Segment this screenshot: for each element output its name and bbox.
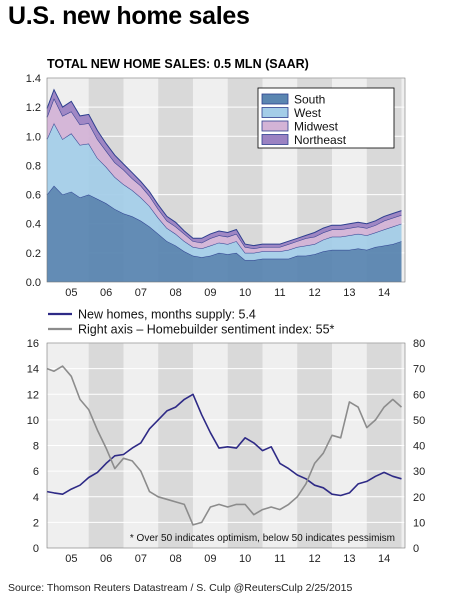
bottom-right-y-tick-label: 60 (413, 389, 425, 401)
bottom-right-y-tick-label: 40 (413, 441, 425, 453)
top-x-tick-label: 13 (343, 287, 355, 299)
bottom-x-tick-label: 07 (135, 553, 147, 565)
legend-label-midwest: Midwest (294, 120, 339, 134)
months-supply-line (46, 393, 402, 497)
area-south (47, 185, 402, 282)
bottom-right-y-tick-label: 30 (413, 466, 425, 478)
bottom-x-tick-label: 09 (204, 553, 216, 565)
bottom-right-y-tick-label: 80 (413, 338, 425, 350)
bottom-left-y-tick-label: 10 (27, 415, 39, 427)
top-x-tick-label: 06 (100, 287, 112, 299)
top-x-tick-label: 09 (204, 287, 216, 299)
bottom-left-y-tick-label: 16 (27, 338, 39, 350)
bottom-x-tick-label: 10 (239, 553, 251, 565)
bottom-right-y-tick-label: 0 (413, 543, 419, 555)
bottom-x-tick-label: 14 (378, 553, 390, 565)
bottom-right-y-tick-label: 70 (413, 364, 425, 376)
top-y-tick-label: 0.8 (26, 160, 41, 172)
top-y-tick-label: 0.2 (26, 248, 41, 260)
top-plot-frame (46, 77, 406, 283)
top-y-tick-label: 0.4 (26, 219, 41, 231)
bottom-left-y-tick-label: 0 (33, 543, 39, 555)
sentiment-annotation: * Over 50 indicates optimism, below 50 i… (130, 533, 395, 544)
area-midwest (47, 98, 402, 253)
bottom-plot-frame (46, 342, 406, 549)
chart-title: TOTAL NEW HOME SALES: 0.5 MLN (SAAR) (47, 57, 309, 71)
bottom-x-tick-label: 12 (309, 553, 321, 565)
top-x-tick-label: 11 (274, 287, 285, 299)
bottom-left-y-tick-label: 4 (33, 492, 39, 504)
bottom-left-y-tick-label: 12 (27, 389, 39, 401)
legend-label-sentiment: Right axis – Homebuilder sentiment index… (78, 323, 335, 337)
bottom-left-y-tick-label: 14 (27, 364, 39, 376)
top-y-tick-label: 0.6 (26, 190, 41, 202)
bottom-x-tick-label: 13 (343, 553, 355, 565)
bottom-right-y-tick-label: 10 (413, 517, 425, 529)
legend-label-northeast: Northeast (294, 133, 347, 147)
bottom-right-y-tick-label: 50 (413, 415, 425, 427)
legend-label-south: South (294, 93, 325, 107)
top-y-tick-label: 1.2 (26, 102, 41, 114)
top-x-tick-label: 05 (65, 287, 77, 299)
top-x-tick-label: 08 (169, 287, 181, 299)
area-edge-northeast (46, 88, 402, 247)
top-x-tick-label: 12 (309, 287, 321, 299)
legend-swatch-northeast (261, 134, 289, 145)
bottom-left-y-tick-label: 8 (33, 441, 39, 453)
legend-swatch-midwest (261, 120, 289, 132)
top-x-tick-label: 14 (378, 287, 390, 299)
source-note: Source: Thomson Reuters Datastream / S. … (8, 582, 353, 594)
top-y-tick-label: 1.0 (26, 131, 41, 143)
top-x-tick-label: 10 (239, 287, 251, 299)
bottom-left-y-tick-label: 6 (33, 466, 39, 478)
area-west (47, 123, 402, 261)
legend-label-west: West (294, 106, 322, 120)
bottom-x-tick-label: 05 (65, 553, 77, 565)
bottom-left-y-tick-label: 2 (33, 517, 39, 529)
top-y-tick-label: 1.4 (26, 73, 41, 85)
page-title: U.S. new home sales (8, 2, 250, 30)
bottom-x-tick-label: 11 (274, 553, 285, 565)
sentiment-index-line (46, 365, 403, 526)
legend-swatch-south (261, 93, 289, 105)
top-x-tick-label: 07 (135, 287, 147, 299)
legend-label-months-supply: New homes, months supply: 5.4 (78, 308, 256, 322)
legend-swatch-west (261, 107, 289, 118)
bottom-x-tick-label: 06 (100, 553, 112, 565)
bottom-x-tick-label: 08 (169, 553, 181, 565)
bottom-right-y-tick-label: 20 (413, 492, 425, 504)
top-y-tick-label: 0.0 (26, 277, 41, 289)
